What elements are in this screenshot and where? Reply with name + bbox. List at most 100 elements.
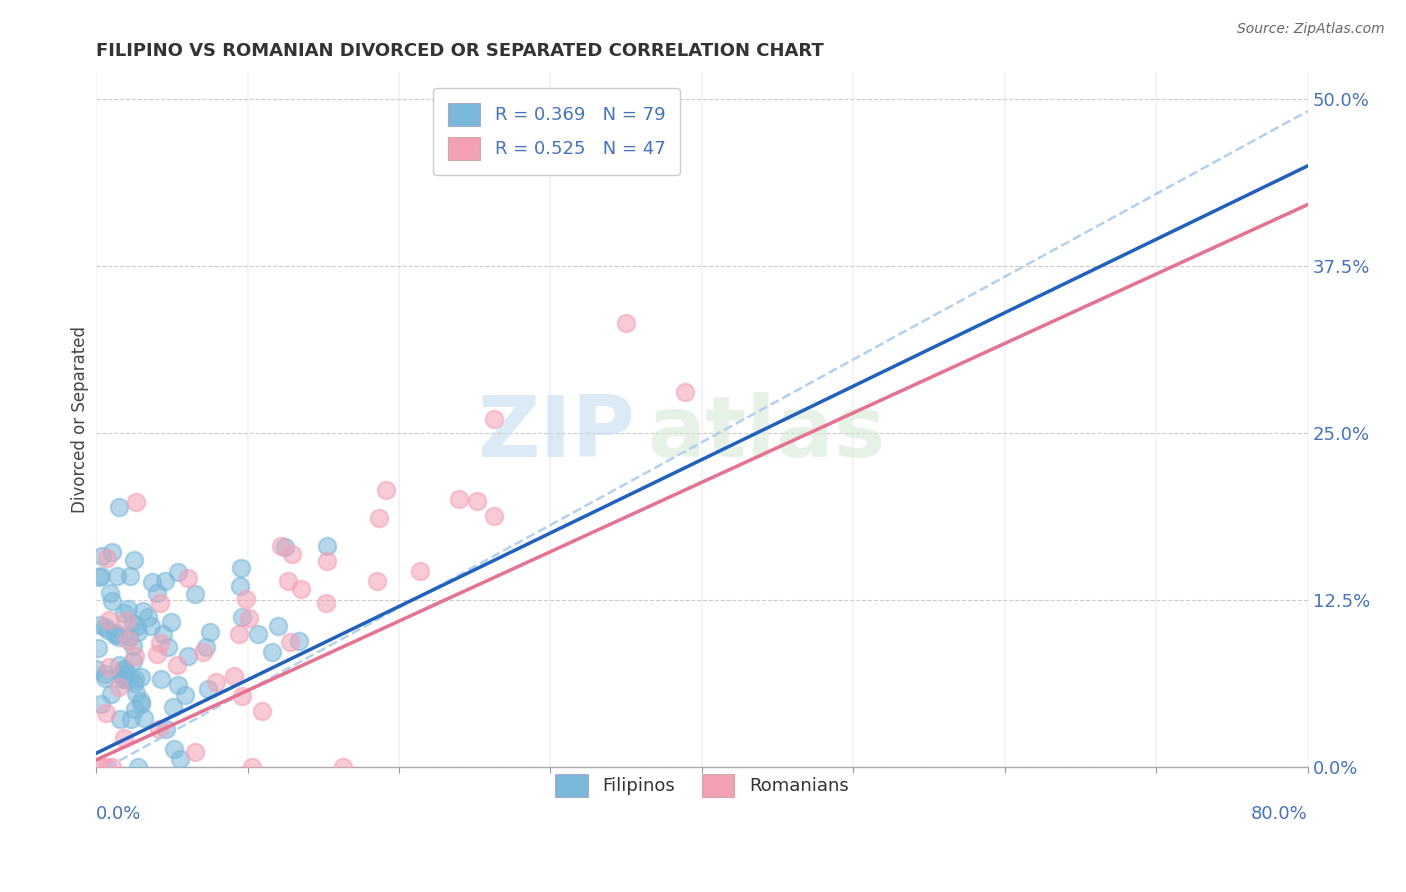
Text: ZIP: ZIP	[478, 392, 636, 475]
Point	[195, 640, 218, 655]
Point	[281, 547, 304, 561]
Point	[205, 674, 228, 689]
Point	[127, 625, 149, 640]
Point	[183, 745, 205, 759]
Point	[112, 662, 135, 676]
Point	[97, 659, 120, 673]
Point	[121, 639, 143, 653]
Point	[117, 601, 139, 615]
Point	[129, 670, 152, 684]
Point	[97, 623, 120, 637]
Point	[100, 687, 122, 701]
Point	[162, 699, 184, 714]
Text: Source: ZipAtlas.com: Source: ZipAtlas.com	[1237, 22, 1385, 37]
Point	[316, 539, 339, 553]
Point	[129, 697, 152, 711]
Point	[108, 631, 131, 645]
Point	[134, 711, 156, 725]
Point	[105, 569, 128, 583]
Point	[132, 603, 155, 617]
Legend: Filipinos, Romanians: Filipinos, Romanians	[546, 765, 858, 806]
Point	[173, 688, 195, 702]
Point	[90, 697, 112, 711]
Point	[157, 640, 180, 654]
Point	[163, 742, 186, 756]
Point	[115, 614, 138, 628]
Point	[118, 672, 141, 686]
Point	[124, 673, 146, 687]
Point	[228, 627, 250, 641]
Point	[160, 615, 183, 629]
Point	[247, 627, 270, 641]
Point	[366, 574, 388, 588]
Point	[125, 686, 148, 700]
Point	[169, 752, 191, 766]
Point	[193, 645, 215, 659]
Point	[238, 610, 260, 624]
Point	[408, 564, 430, 578]
Point	[222, 668, 245, 682]
Point	[89, 570, 111, 584]
Point	[228, 579, 250, 593]
Point	[94, 620, 117, 634]
Point	[122, 553, 145, 567]
Point	[177, 571, 200, 585]
Point	[197, 682, 219, 697]
Point	[104, 626, 127, 640]
Point	[673, 384, 696, 399]
Point	[118, 569, 141, 583]
Point	[96, 551, 118, 566]
Point	[367, 511, 389, 525]
Point	[273, 540, 295, 554]
Point	[277, 574, 299, 588]
Point	[93, 759, 115, 773]
Point	[107, 657, 129, 672]
Point	[108, 712, 131, 726]
Text: atlas: atlas	[647, 392, 886, 475]
Text: 0.0%: 0.0%	[96, 805, 142, 823]
Point	[146, 586, 169, 600]
Point	[86, 641, 108, 656]
Point	[101, 594, 124, 608]
Point	[315, 554, 337, 568]
Point	[125, 495, 148, 509]
Point	[250, 704, 273, 718]
Point	[101, 545, 124, 559]
Point	[112, 672, 135, 686]
Point	[121, 616, 143, 631]
Point	[614, 316, 637, 330]
Point	[231, 561, 253, 575]
Point	[101, 759, 124, 773]
Y-axis label: Divorced or Separated: Divorced or Separated	[72, 326, 89, 513]
Point	[114, 663, 136, 677]
Point	[149, 596, 172, 610]
Point	[270, 539, 292, 553]
Point	[111, 667, 134, 681]
Text: FILIPINO VS ROMANIAN DIVORCED OR SEPARATED CORRELATION CHART: FILIPINO VS ROMANIAN DIVORCED OR SEPARAT…	[96, 42, 824, 60]
Point	[482, 412, 505, 426]
Point	[98, 586, 121, 600]
Point	[235, 592, 257, 607]
Point	[200, 624, 222, 639]
Point	[145, 648, 167, 662]
Point	[231, 689, 253, 703]
Point	[141, 574, 163, 589]
Point	[93, 667, 115, 681]
Point	[120, 712, 142, 726]
Point	[89, 617, 111, 632]
Point	[107, 500, 129, 515]
Point	[267, 619, 290, 633]
Point	[260, 645, 283, 659]
Point	[467, 494, 489, 508]
Point	[167, 677, 190, 691]
Point	[155, 722, 177, 736]
Point	[315, 596, 337, 610]
Point	[166, 658, 188, 673]
Point	[332, 759, 354, 773]
Point	[90, 569, 112, 583]
Point	[124, 675, 146, 690]
Point	[94, 671, 117, 685]
Point	[148, 723, 170, 737]
Point	[153, 574, 176, 588]
Point	[117, 632, 139, 647]
